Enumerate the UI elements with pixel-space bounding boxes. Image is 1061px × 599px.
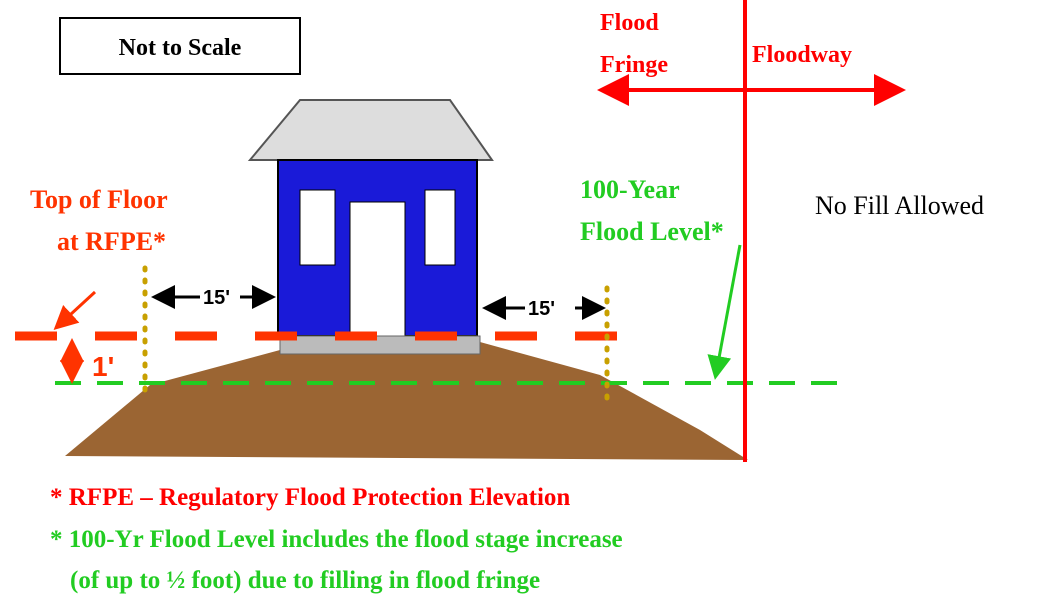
window [299,189,336,266]
floor-label: at RFPE* [57,227,166,256]
label-box [59,17,301,75]
floor-label: Top of Floor [30,185,168,214]
floodway-label: Floodway [752,42,852,68]
window [424,189,456,266]
not-to-scale: Not to Scale [119,35,242,61]
footnote: * 100-Yr Flood Level includes the flood … [50,526,623,553]
fill-mound [65,342,748,460]
footnote: (of up to ½ foot) due to filling in floo… [70,567,540,594]
door [349,201,406,337]
roof [247,99,494,161]
fringe-label: Flood [600,10,659,36]
arrow [707,244,742,380]
flood-level-label: Flood Level* [580,217,724,246]
flood-level-label: 100-Year [580,175,680,204]
footnote: * RFPE – Regulatory Flood Protection Ele… [50,484,570,511]
freeboard-label: 1' [92,351,114,382]
no-fill-label: No Fill Allowed [815,191,984,220]
arrow [53,290,97,331]
fringe-label: Fringe [600,52,668,78]
setback-label: 15' [203,287,230,309]
setback-label: 15' [528,298,555,320]
